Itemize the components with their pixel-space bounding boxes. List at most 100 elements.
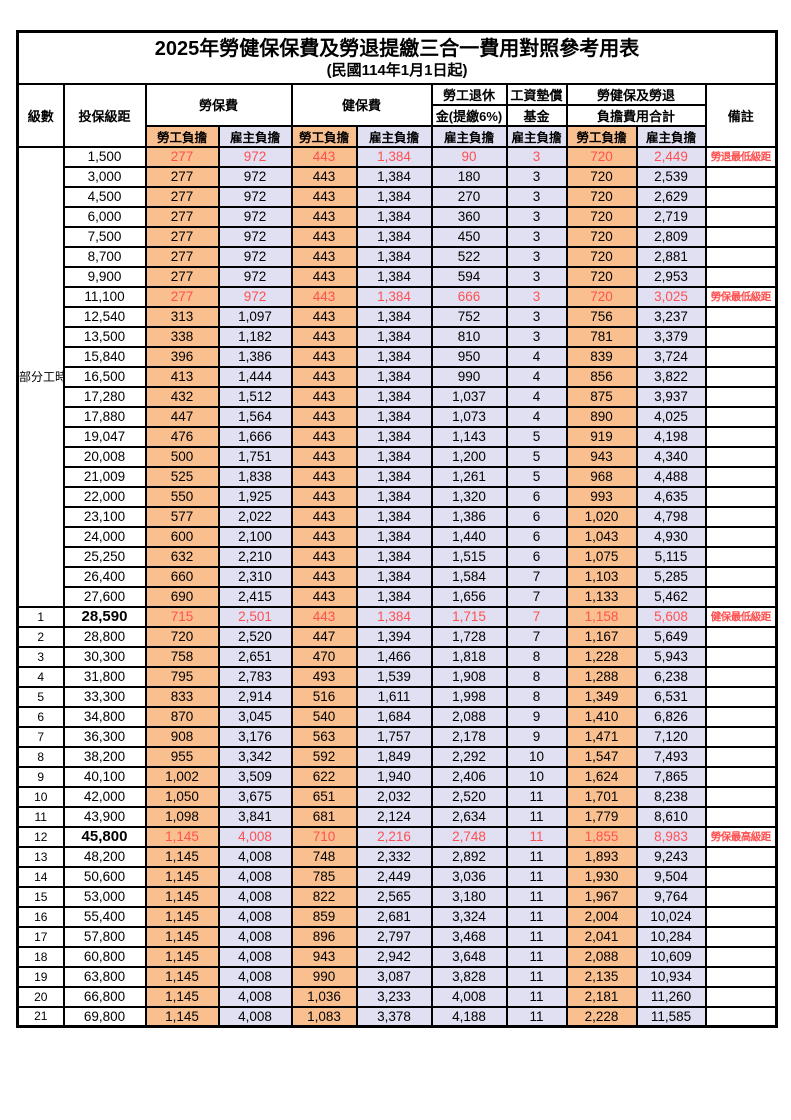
health-worker-cell: 443 <box>290 605 358 628</box>
remark-cell <box>704 505 778 528</box>
total-employer-cell: 7,865 <box>635 765 707 788</box>
level-cell: 3 <box>16 645 65 668</box>
table-row: 24,000 600 2,100 443 1,384 1,440 6 1,043 4,930 <box>18 525 778 548</box>
total-worker-cell: 720 <box>565 185 638 208</box>
total-employer-cell: 6,238 <box>635 665 707 688</box>
bracket-cell: 16,500 <box>62 365 147 388</box>
wagefund-employer-cell: 3 <box>505 145 568 168</box>
pension-employer-cell: 1,656 <box>430 585 508 608</box>
labor-employer-cell: 1,097 <box>217 305 293 328</box>
total-employer-cell: 4,488 <box>635 465 707 488</box>
col-header-pension-line2: 金(提繳6%) <box>430 103 508 127</box>
table-row: 22,000 550 1,925 443 1,384 1,320 6 993 4,635 <box>18 485 778 508</box>
wagefund-employer-cell: 7 <box>505 585 568 608</box>
labor-worker-cell: 525 <box>144 465 220 488</box>
labor-worker-cell: 632 <box>144 545 220 568</box>
pension-employer-cell: 360 <box>430 205 508 228</box>
bracket-cell: 69,800 <box>62 1005 147 1028</box>
health-employer-cell: 1,384 <box>355 425 433 448</box>
bracket-cell: 7,500 <box>62 225 147 248</box>
total-worker-cell: 890 <box>565 405 638 428</box>
health-employer-cell: 2,565 <box>355 885 433 908</box>
table-row: 27,600 690 2,415 443 1,384 1,656 7 1,133 5,462 <box>18 585 778 608</box>
title-block: 2025年勞健保保費及勞退提繳三合一費用對照參考用表 (民國114年1月1日起) <box>16 30 778 85</box>
col-header-bracket: 投保級距 <box>62 82 147 148</box>
labor-employer-cell: 3,342 <box>217 745 293 768</box>
labor-worker-cell: 396 <box>144 345 220 368</box>
health-employer-cell: 2,797 <box>355 925 433 948</box>
total-employer-cell: 5,608 <box>635 605 707 628</box>
remark-cell <box>704 265 778 288</box>
remark-cell: 健保最低級距 <box>704 605 778 628</box>
total-worker-cell: 1,228 <box>565 645 638 668</box>
table-header: 2025年勞健保保費及勞退提繳三合一費用對照參考用表 (民國114年1月1日起)… <box>16 30 778 148</box>
health-worker-cell: 493 <box>290 665 358 688</box>
wagefund-employer-cell: 11 <box>505 905 568 928</box>
remark-cell <box>704 585 778 608</box>
total-worker-cell: 919 <box>565 425 638 448</box>
labor-employer-cell: 972 <box>217 165 293 188</box>
health-employer-cell: 1,384 <box>355 445 433 468</box>
total-worker-cell: 1,547 <box>565 745 638 768</box>
health-employer-cell: 1,611 <box>355 685 433 708</box>
health-worker-cell: 447 <box>290 625 358 648</box>
bracket-cell: 45,800 <box>62 825 147 848</box>
health-worker-cell: 1,083 <box>290 1005 358 1028</box>
pension-employer-cell: 2,634 <box>430 805 508 828</box>
total-employer-cell: 4,340 <box>635 445 707 468</box>
remark-cell <box>704 305 778 328</box>
header-row-1: 級數 投保級距 勞保費 健保費 勞工退休 工資墊償 勞健保及勞退 備註 <box>16 82 778 148</box>
labor-employer-cell: 972 <box>217 245 293 268</box>
labor-employer-cell: 3,176 <box>217 725 293 748</box>
wagefund-employer-cell: 5 <box>505 465 568 488</box>
health-employer-cell: 1,384 <box>355 145 433 168</box>
wagefund-employer-cell: 5 <box>505 425 568 448</box>
level-cell: 8 <box>16 745 65 768</box>
labor-employer-cell: 1,564 <box>217 405 293 428</box>
health-employer-cell: 1,384 <box>355 165 433 188</box>
remark-cell <box>704 385 778 408</box>
labor-employer-cell: 972 <box>217 145 293 168</box>
total-employer-cell: 2,953 <box>635 265 707 288</box>
table-row: 1 28,590 715 2,501 443 1,384 1,715 7 1,158 5,608 健… <box>16 605 778 628</box>
health-employer-cell: 1,384 <box>355 345 433 368</box>
pension-employer-cell: 2,892 <box>430 845 508 868</box>
pension-employer-cell: 1,728 <box>430 625 508 648</box>
wagefund-employer-cell: 6 <box>505 525 568 548</box>
table-row: 20 66,800 1,145 4,008 1,036 3,233 4,008 11 2,181… <box>16 985 778 1008</box>
health-employer-cell: 1,384 <box>355 465 433 488</box>
total-worker-cell: 875 <box>565 385 638 408</box>
total-employer-cell: 2,809 <box>635 225 707 248</box>
table-row: 21 69,800 1,145 4,008 1,083 3,378 4,188 11 2,228… <box>16 1005 778 1028</box>
total-employer-cell: 10,609 <box>635 945 707 968</box>
bracket-cell: 6,000 <box>62 205 147 228</box>
table-row: 17 57,800 1,145 4,008 896 2,797 3,468 11 2,041 10… <box>16 925 778 948</box>
table-row: 26,400 660 2,310 443 1,384 1,584 7 1,103 5,285 <box>18 565 778 588</box>
remark-cell <box>704 525 778 548</box>
bracket-cell: 63,800 <box>62 965 147 988</box>
bracket-cell: 17,880 <box>62 405 147 428</box>
wagefund-employer-cell: 7 <box>505 625 568 648</box>
table-row: 10 42,000 1,050 3,675 651 2,032 2,520 11 1,701 8,… <box>16 785 778 808</box>
pension-employer-cell: 180 <box>430 165 508 188</box>
remark-cell <box>704 625 778 648</box>
wagefund-employer-cell: 10 <box>505 745 568 768</box>
bracket-cell: 22,000 <box>62 485 147 508</box>
table-row: 9,900 277 972 443 1,384 594 3 720 2,953 <box>18 265 778 288</box>
remark-cell: 勞退最低級距 <box>704 145 778 168</box>
total-worker-cell: 1,930 <box>565 865 638 888</box>
total-worker-cell: 720 <box>565 225 638 248</box>
wagefund-employer-cell: 11 <box>505 945 568 968</box>
health-worker-cell: 443 <box>290 265 358 288</box>
health-worker-cell: 651 <box>290 785 358 808</box>
labor-worker-cell: 277 <box>144 145 220 168</box>
remark-cell <box>704 325 778 348</box>
wagefund-employer-cell: 8 <box>505 645 568 668</box>
labor-worker-cell: 758 <box>144 645 220 668</box>
labor-worker-cell: 277 <box>144 265 220 288</box>
bracket-cell: 28,590 <box>62 605 147 628</box>
total-worker-cell: 720 <box>565 265 638 288</box>
pension-employer-cell: 1,908 <box>430 665 508 688</box>
table-row: 4 31,800 795 2,783 493 1,539 1,908 8 1,288 6,238 <box>16 665 778 688</box>
